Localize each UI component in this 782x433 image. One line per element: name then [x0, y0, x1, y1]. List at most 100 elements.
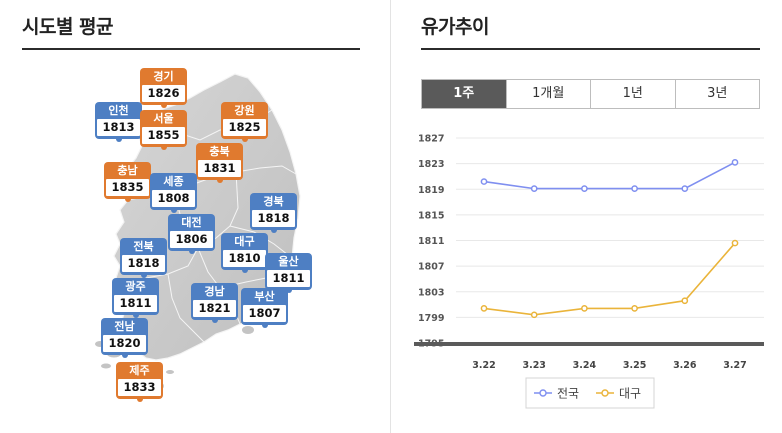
- region-badge[interactable]: 경남 1821: [191, 283, 238, 323]
- region-price: 1810: [223, 250, 266, 267]
- data-point[interactable]: [681, 297, 689, 305]
- y-tick-label: 1827: [418, 134, 444, 145]
- region-location-dot: [170, 207, 177, 213]
- region-price: 1835: [106, 179, 149, 196]
- region-location-dot: [188, 248, 195, 254]
- region-name: 경남: [204, 285, 225, 298]
- price-trend-title: 유가추이: [421, 16, 489, 38]
- region-location-dot: [241, 267, 248, 273]
- data-point[interactable]: [581, 305, 588, 312]
- y-tick-label: 1823: [418, 159, 444, 170]
- legend-marker: [601, 389, 609, 397]
- data-point[interactable]: [631, 305, 638, 312]
- x-tick-label: 3.24: [573, 360, 597, 371]
- region-badge[interactable]: 전남 1820: [101, 318, 148, 358]
- title-underline: [22, 48, 360, 50]
- title-underline: [421, 48, 760, 50]
- x-tick-label: 3.25: [623, 360, 646, 371]
- region-price: 1818: [122, 255, 165, 272]
- region-name: 서울: [153, 112, 174, 125]
- region-price: 1831: [198, 160, 241, 177]
- region-location-dot: [216, 177, 223, 183]
- region-badge[interactable]: 경북 1818: [250, 193, 297, 233]
- x-tick-label: 3.27: [723, 360, 746, 371]
- region-location-dot: [115, 136, 122, 142]
- region-location-dot: [241, 136, 248, 142]
- region-badge[interactable]: 광주 1811: [112, 278, 159, 318]
- y-tick-label: 1815: [418, 210, 444, 221]
- tab-3-year[interactable]: 3년: [674, 80, 759, 108]
- region-location-dot: [124, 196, 131, 202]
- region-location-dot: [261, 322, 268, 328]
- data-point[interactable]: [681, 185, 689, 192]
- region-badge[interactable]: 전북 1818: [120, 238, 167, 278]
- y-tick-label: 1807: [418, 262, 444, 273]
- tab-1-year[interactable]: 1년: [590, 80, 675, 108]
- legend-label[interactable]: 대구: [619, 387, 641, 401]
- region-location-dot: [160, 144, 167, 150]
- region-badge[interactable]: 대전 1806: [168, 214, 215, 254]
- region-name: 강원: [234, 104, 255, 117]
- legend-label[interactable]: 전국: [557, 387, 579, 401]
- region-price: 1818: [252, 210, 295, 227]
- region-name: 대전: [181, 216, 202, 229]
- data-point[interactable]: [480, 305, 488, 312]
- y-tick-label: 1799: [418, 313, 444, 324]
- series-line: [483, 161, 736, 190]
- region-location-dot: [136, 396, 143, 402]
- series-line: [483, 242, 736, 316]
- region-badge[interactable]: 인천 1813: [95, 102, 142, 142]
- region-badge[interactable]: 경기 1826: [140, 68, 187, 108]
- data-point[interactable]: [581, 185, 588, 192]
- data-point[interactable]: [530, 185, 538, 192]
- region-price: 1806: [170, 231, 213, 248]
- region-name: 전남: [114, 320, 135, 333]
- region-location-dot: [270, 227, 277, 233]
- region-price: 1826: [142, 85, 185, 102]
- legend-marker: [539, 389, 547, 397]
- region-name: 전북: [133, 240, 154, 253]
- region-location-dot: [285, 287, 292, 293]
- region-location-dot: [160, 102, 167, 108]
- region-badge[interactable]: 충남 1835: [104, 162, 151, 202]
- region-location-dot: [121, 352, 128, 358]
- region-price: 1811: [267, 270, 310, 287]
- x-tick-label: 3.22: [472, 360, 495, 371]
- region-name: 충북: [209, 145, 230, 158]
- region-badge[interactable]: 세종 1808: [150, 173, 197, 213]
- period-tabs: 1주 1개월 1년 3년: [421, 79, 760, 109]
- data-point[interactable]: [631, 185, 638, 192]
- data-point[interactable]: [480, 178, 488, 185]
- region-price: 1807: [243, 305, 286, 322]
- region-price: 1855: [142, 127, 185, 144]
- region-price: 1833: [118, 379, 161, 396]
- panel-divider: [390, 0, 391, 433]
- region-location-dot: [132, 312, 139, 318]
- region-location-dot: [211, 317, 218, 323]
- region-badge[interactable]: 대구 1810: [221, 233, 268, 273]
- region-price: 1821: [193, 300, 236, 317]
- region-name: 경기: [153, 70, 174, 83]
- region-badge[interactable]: 서울 1855: [140, 110, 187, 150]
- y-tick-label: 1811: [418, 236, 444, 247]
- x-tick-label: 3.26: [673, 360, 697, 371]
- region-name: 인천: [108, 104, 129, 117]
- tab-1-week[interactable]: 1주: [422, 80, 506, 108]
- region-price: 1813: [97, 119, 140, 136]
- region-name: 대구: [234, 235, 255, 248]
- data-point[interactable]: [731, 239, 739, 247]
- y-tick-label: 1819: [418, 185, 444, 196]
- region-name: 경북: [263, 195, 284, 208]
- region-badge[interactable]: 제주 1833: [116, 362, 163, 402]
- data-point[interactable]: [530, 311, 538, 319]
- region-name: 부산: [254, 290, 275, 303]
- region-badge[interactable]: 강원 1825: [221, 102, 268, 142]
- region-badge[interactable]: 충북 1831: [196, 143, 243, 183]
- region-badge[interactable]: 부산 1807: [241, 288, 288, 328]
- y-tick-label: 1803: [418, 287, 444, 298]
- region-name: 세종: [163, 175, 184, 188]
- region-badge[interactable]: 울산 1811: [265, 253, 312, 293]
- tab-1-month[interactable]: 1개월: [505, 80, 590, 108]
- data-point[interactable]: [731, 158, 739, 166]
- x-tick-label: 3.23: [522, 360, 545, 371]
